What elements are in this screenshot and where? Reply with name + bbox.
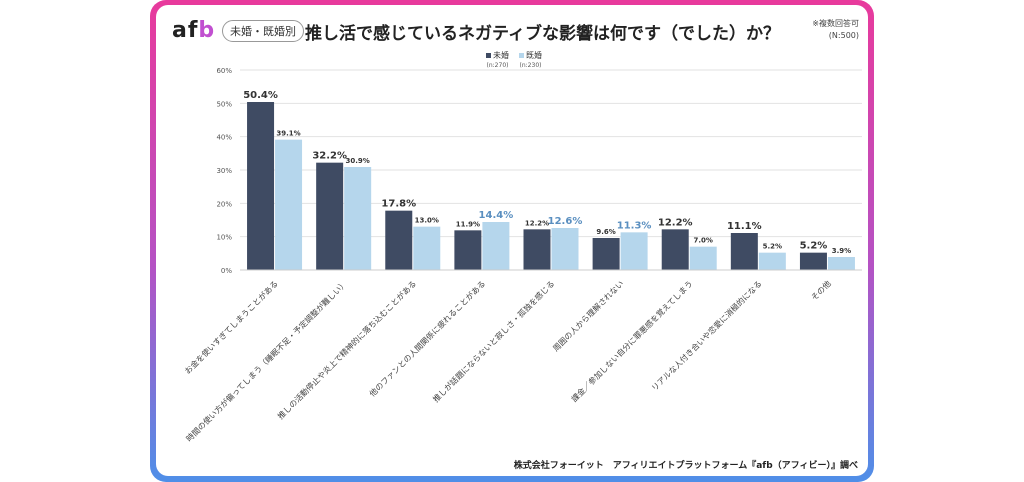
- data-label: 32.2%: [312, 151, 347, 162]
- bar-married: [689, 246, 717, 270]
- data-label: 14.4%: [479, 210, 514, 221]
- bar-unmarried: [316, 162, 344, 270]
- data-label: 30.9%: [346, 157, 370, 165]
- legend-item-unmarried: 未婚 (n:270): [486, 51, 509, 70]
- data-label: 11.9%: [456, 220, 480, 228]
- y-tick-label: 0%: [221, 267, 232, 275]
- legend-swatch: [519, 53, 524, 58]
- bar-unmarried: [385, 210, 413, 270]
- legend-label: 未婚: [493, 51, 509, 60]
- bar-unmarried: [661, 229, 689, 270]
- x-tick-label: 時間の使い方が偏ってしまう（睡眠不足・予定調整が難しい）: [184, 278, 349, 443]
- bar-married: [620, 232, 648, 270]
- x-tick-label: 推しが話題にならないと寂しさ・孤独を感じる: [431, 278, 557, 404]
- legend: 未婚 (n:270) 既婚 (n:230): [486, 51, 542, 70]
- legend-swatch: [486, 53, 491, 58]
- chart-title: 推し活で感じているネガティブな影響は何です（でした）か？: [305, 24, 780, 44]
- y-tick-label: 30%: [216, 167, 232, 175]
- data-label: 12.2%: [658, 217, 693, 228]
- legend-n: (n:230): [519, 62, 542, 69]
- bar-unmarried: [247, 102, 275, 270]
- legend-n: (n:270): [486, 62, 509, 69]
- data-label: 7.0%: [694, 237, 713, 245]
- sample-size: (N:500): [828, 31, 859, 40]
- bar-unmarried: [454, 230, 482, 270]
- data-label: 5.2%: [800, 241, 828, 252]
- data-label: 39.1%: [276, 130, 300, 138]
- source-credit: 株式会社フォーイット アフィリエイトプラットフォーム『afb（アフィビー）』調べ: [513, 461, 858, 471]
- y-tick-label: 50%: [216, 100, 232, 108]
- segment-tag: 未婚・既婚別: [222, 20, 304, 42]
- legend-label: 既婚: [526, 51, 542, 60]
- bar-married: [482, 222, 510, 270]
- bar-married: [275, 139, 303, 270]
- x-tick-label: 他のファンとの人間関係に疲れることがある: [367, 278, 487, 398]
- data-label: 12.2%: [525, 219, 549, 227]
- data-label: 50.4%: [243, 90, 278, 101]
- data-label: 11.3%: [617, 220, 652, 231]
- y-tick-label: 40%: [216, 134, 232, 142]
- x-tick-label: 周囲の人から理解されない: [551, 278, 626, 353]
- data-label: 13.0%: [415, 217, 439, 225]
- x-tick-label: 推しの活動停止や炎上で精神的に落ち込むことがある: [275, 278, 418, 421]
- y-tick-label: 20%: [216, 200, 232, 208]
- y-tick-label: 60%: [216, 67, 232, 75]
- bar-unmarried: [523, 229, 551, 270]
- bar-married: [551, 228, 579, 270]
- bar-married: [827, 257, 855, 270]
- note: ※複数回答可 (N:500): [812, 18, 859, 42]
- x-tick-label: リアルな人付き合いや恋愛に消極的になる: [649, 278, 763, 392]
- y-tick-label: 10%: [216, 234, 232, 242]
- x-tick-label: 課金／参加しない自分に罪悪感を覚えてしまう: [569, 278, 695, 404]
- data-label: 17.8%: [381, 199, 416, 210]
- data-label: 12.6%: [548, 216, 583, 227]
- bar-unmarried: [592, 238, 620, 270]
- bar-married: [413, 226, 441, 270]
- data-label: 11.1%: [727, 221, 762, 232]
- afb-logo: afb: [172, 18, 216, 43]
- bar-married: [758, 252, 786, 270]
- data-label: 5.2%: [763, 243, 782, 251]
- data-label: 3.9%: [832, 247, 851, 255]
- data-label: 9.6%: [596, 228, 615, 236]
- x-tick-label: その他: [809, 278, 833, 302]
- legend-item-married: 既婚 (n:230): [519, 51, 542, 70]
- bar-married: [344, 167, 372, 270]
- bar-unmarried: [730, 233, 758, 270]
- bar-unmarried: [799, 252, 827, 270]
- multi-answer-note: ※複数回答可: [812, 19, 859, 28]
